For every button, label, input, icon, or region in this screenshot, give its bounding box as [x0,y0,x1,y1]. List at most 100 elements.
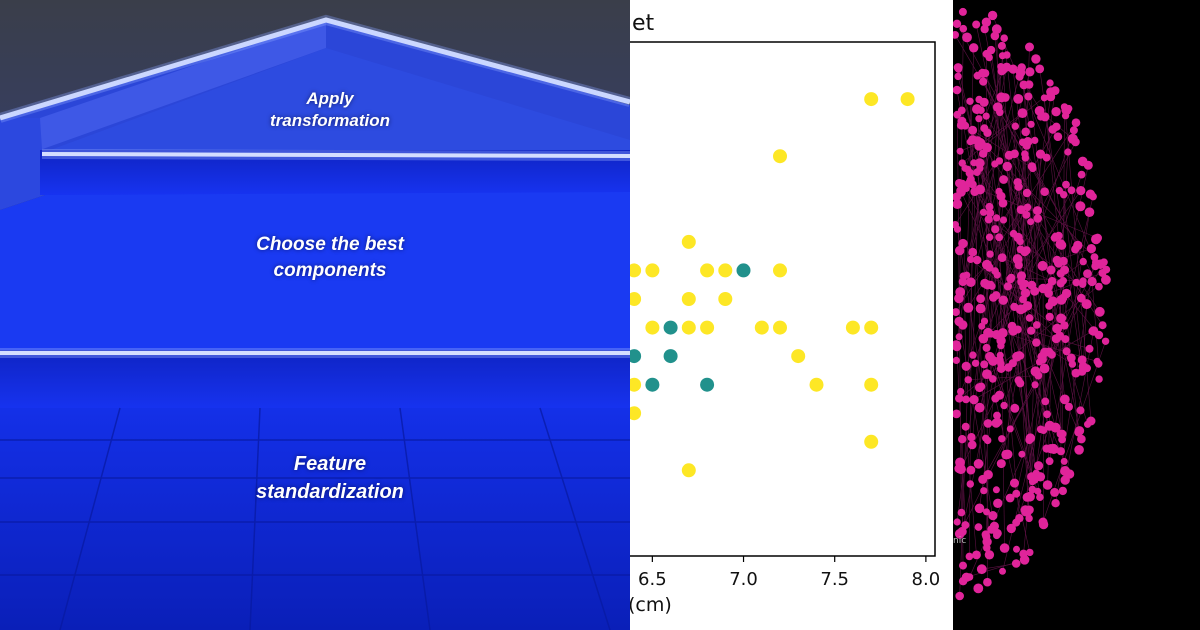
scatter-point [791,349,806,364]
scatter-point [754,320,769,335]
network-node [1098,321,1107,330]
scatter-point [700,263,715,278]
scatter-point [645,377,660,392]
network-node [1046,444,1056,454]
network-node [1020,247,1030,257]
network-node [978,68,987,78]
network-node [1056,313,1066,324]
network-node [1051,107,1061,117]
network-node [1046,79,1054,87]
network-node [992,486,1000,494]
network-edge [982,81,1045,192]
scatter-point [681,320,696,335]
network-node [968,135,978,145]
network-node [984,550,995,560]
network-node [997,41,1006,50]
network-node [1056,447,1065,456]
network-node [1051,499,1060,508]
network-node [1036,493,1044,502]
network-edge [958,321,995,527]
network-node [1008,359,1017,368]
scatter-point [864,434,879,449]
network-node [953,85,962,95]
network-node [953,31,959,39]
network-node [1013,94,1024,104]
network-edge [965,426,977,555]
x-tick-label: 7.0 [729,569,758,590]
network-node [982,112,990,120]
network-node [1010,403,1020,413]
network-node [972,20,981,29]
network-node [1077,367,1087,376]
network-node [1062,180,1070,189]
scatter-point [773,149,787,164]
network-node [1059,256,1068,266]
scatter-point [645,320,660,335]
network-node [979,77,988,86]
network-node [1081,299,1092,310]
network-node [979,149,988,158]
network-node [958,159,966,167]
network-edge [1049,212,1090,462]
scatter-point [630,292,642,306]
network-node [1058,486,1067,496]
network-node [982,343,991,352]
network-node [1024,92,1033,101]
network-node [1027,218,1035,226]
network-node [958,577,968,586]
network-node [1016,205,1026,215]
network-node [1066,353,1076,363]
network-node [1095,375,1103,383]
network-node [1025,42,1034,52]
network-node [1012,518,1021,527]
network-node [997,364,1006,373]
network-node [993,411,1001,420]
network-node [1033,206,1042,216]
x-tick-label: 6.5 [638,569,667,590]
network-node [1045,302,1053,310]
network-node [995,157,1004,165]
network-node [982,259,992,270]
network-node [966,277,976,288]
network-edge [992,360,1039,492]
network-node [956,186,965,195]
network-node [1003,449,1013,459]
network-node [973,583,984,594]
network-edge [960,363,1014,470]
x-tick-label: 8.0 [912,569,941,590]
network-node [1085,344,1094,353]
scatter-point [718,263,733,278]
network-edge [986,53,988,583]
network-node [978,334,987,343]
network-node [1000,34,1008,42]
network-node [1002,161,1012,172]
network-node [1015,72,1024,81]
network-node [996,351,1004,359]
step-label-choose-best-components: Choose the best components [0,232,630,284]
network-node [1033,214,1043,223]
network-edge [1042,288,1044,525]
network-node [1034,371,1043,380]
network-node [982,434,990,442]
network-node [958,320,968,330]
network-node [974,141,984,151]
network-edge [1091,281,1099,364]
network-edge [982,153,996,230]
network-node [1032,338,1041,347]
network-node [976,294,985,304]
scatter-point [630,377,642,392]
network-node [955,591,964,601]
network-node [962,395,970,404]
network-edge [1063,194,1083,360]
network-node [966,480,974,488]
network-node [993,528,1002,538]
network-node [961,361,971,371]
network-node [953,308,960,317]
network-node [955,464,966,475]
network-node [1056,269,1065,278]
network-node [995,187,1003,195]
network-node [968,180,977,189]
network-edge [973,330,1093,400]
network-node [966,97,974,106]
network-node [1037,260,1048,271]
